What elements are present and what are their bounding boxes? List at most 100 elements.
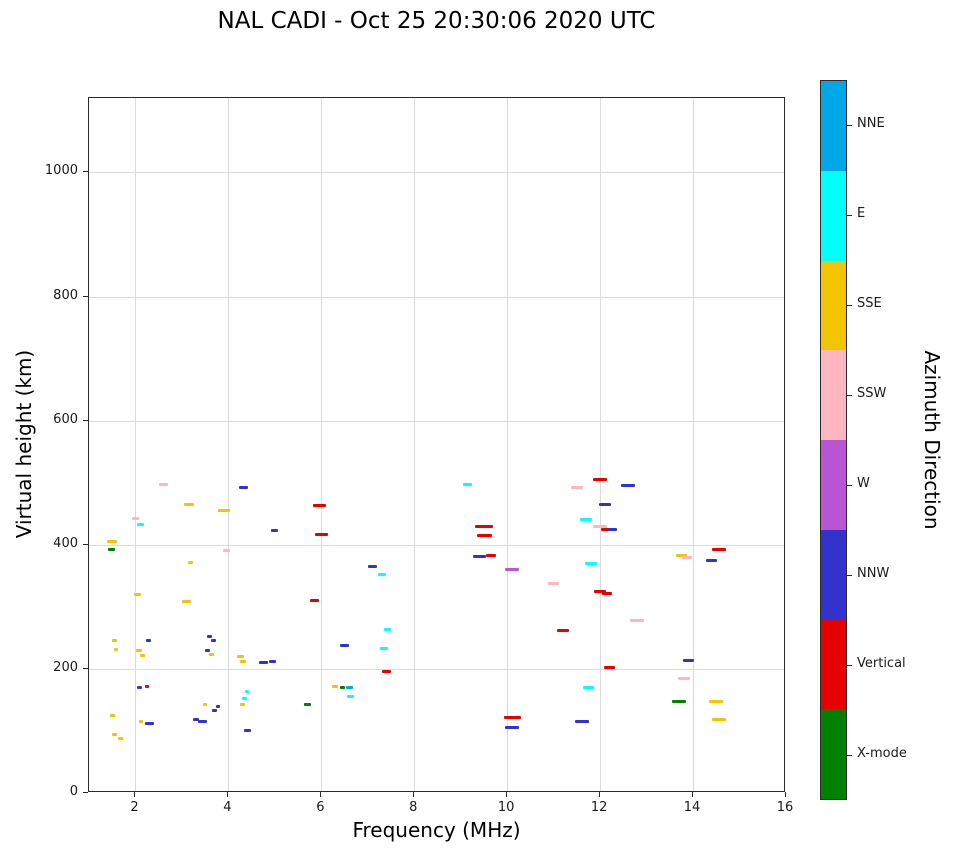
x-tick-label: 16 xyxy=(776,800,794,815)
data-point xyxy=(475,524,493,528)
y-gridline xyxy=(89,544,784,546)
colorbar-tick-mark xyxy=(847,755,852,756)
colorbar-tick-label: SSE xyxy=(857,296,882,311)
azimuth-colorbar xyxy=(820,80,847,800)
data-point xyxy=(183,502,194,506)
y-tick-mark xyxy=(83,792,88,793)
colorbar-segment-x-mode xyxy=(821,709,846,799)
data-point xyxy=(217,509,230,513)
data-point xyxy=(204,648,211,652)
data-point xyxy=(222,549,230,553)
data-point xyxy=(269,659,277,663)
data-point xyxy=(486,553,496,557)
data-point xyxy=(145,722,154,725)
data-point xyxy=(258,661,268,665)
x-tick-mark xyxy=(134,792,136,797)
y-tick-mark xyxy=(83,667,88,669)
data-point xyxy=(303,702,311,706)
colorbar-tick-mark xyxy=(847,575,852,576)
data-point xyxy=(112,639,117,643)
data-point xyxy=(107,540,118,544)
data-point xyxy=(593,478,608,482)
data-point xyxy=(621,484,635,488)
y-tick-label: 200 xyxy=(53,659,78,675)
data-point xyxy=(198,720,208,724)
data-point xyxy=(477,533,493,537)
x-tick-label: 6 xyxy=(316,800,325,815)
x-gridline xyxy=(135,98,137,791)
data-point xyxy=(682,659,695,663)
x-gridline xyxy=(693,98,695,791)
data-point xyxy=(208,652,214,656)
data-point xyxy=(682,555,692,559)
colorbar-segment-sse xyxy=(821,260,846,351)
colorbar-segment-w xyxy=(821,440,846,530)
data-point xyxy=(136,686,142,689)
data-point xyxy=(144,684,150,688)
data-point xyxy=(131,517,139,521)
colorbar-tick-label: Vertical xyxy=(857,656,906,671)
data-point xyxy=(113,647,119,651)
y-tick-label: 600 xyxy=(53,411,78,427)
x-gridline xyxy=(228,98,230,791)
data-point xyxy=(138,720,144,724)
data-point xyxy=(594,589,606,593)
data-point xyxy=(314,532,328,536)
data-point xyxy=(709,699,724,703)
x-tick-label: 12 xyxy=(590,800,608,815)
x-tick-mark xyxy=(506,792,508,797)
x-gridline xyxy=(507,98,509,791)
data-point xyxy=(238,486,248,490)
y-tick-label: 0 xyxy=(69,784,78,799)
y-gridline xyxy=(89,420,784,422)
x-gridline xyxy=(321,98,323,791)
data-point xyxy=(241,697,248,701)
y-tick-mark xyxy=(83,419,88,421)
data-point xyxy=(602,591,612,595)
data-point xyxy=(211,639,216,643)
data-point xyxy=(547,581,560,585)
data-point xyxy=(332,684,339,688)
data-point xyxy=(240,659,247,663)
colorbar-segment-e xyxy=(821,170,846,261)
x-tick-mark xyxy=(320,792,322,797)
data-point xyxy=(136,648,142,652)
y-axis-label: Virtual height (km) xyxy=(12,349,36,539)
data-point xyxy=(339,644,350,648)
y-tick-mark xyxy=(83,295,88,297)
chart-title: NAL CADI - Oct 25 20:30:06 2020 UTC xyxy=(217,8,656,34)
data-point xyxy=(582,686,595,689)
data-point xyxy=(580,518,592,522)
data-point xyxy=(574,720,589,724)
data-point xyxy=(187,560,194,564)
data-point xyxy=(345,686,353,689)
data-point xyxy=(608,527,618,531)
plot-area xyxy=(88,97,785,792)
colorbar-axis-label: Azimuth Direction xyxy=(920,350,944,530)
x-tick-label: 4 xyxy=(223,800,232,815)
data-point xyxy=(158,483,168,487)
data-point xyxy=(557,628,569,632)
y-gridline xyxy=(89,172,784,174)
colorbar-tick-label: E xyxy=(857,206,866,221)
data-point xyxy=(463,483,473,487)
data-point xyxy=(271,529,279,532)
data-point xyxy=(136,522,144,526)
data-point xyxy=(598,502,611,506)
data-point xyxy=(504,726,519,730)
x-tick-mark xyxy=(692,792,694,797)
data-point xyxy=(212,708,217,712)
data-point xyxy=(379,646,389,650)
data-point xyxy=(711,718,726,722)
data-point xyxy=(383,628,391,632)
data-point xyxy=(145,639,152,643)
x-tick-label: 2 xyxy=(130,800,139,815)
data-point xyxy=(346,695,354,699)
data-point xyxy=(472,555,486,559)
colorbar-tick-mark xyxy=(847,125,852,126)
colorbar-tick-label: SSW xyxy=(857,386,887,401)
x-tick-label: 8 xyxy=(409,800,418,815)
data-point xyxy=(134,592,142,596)
colorbar-tick-mark xyxy=(847,215,852,216)
